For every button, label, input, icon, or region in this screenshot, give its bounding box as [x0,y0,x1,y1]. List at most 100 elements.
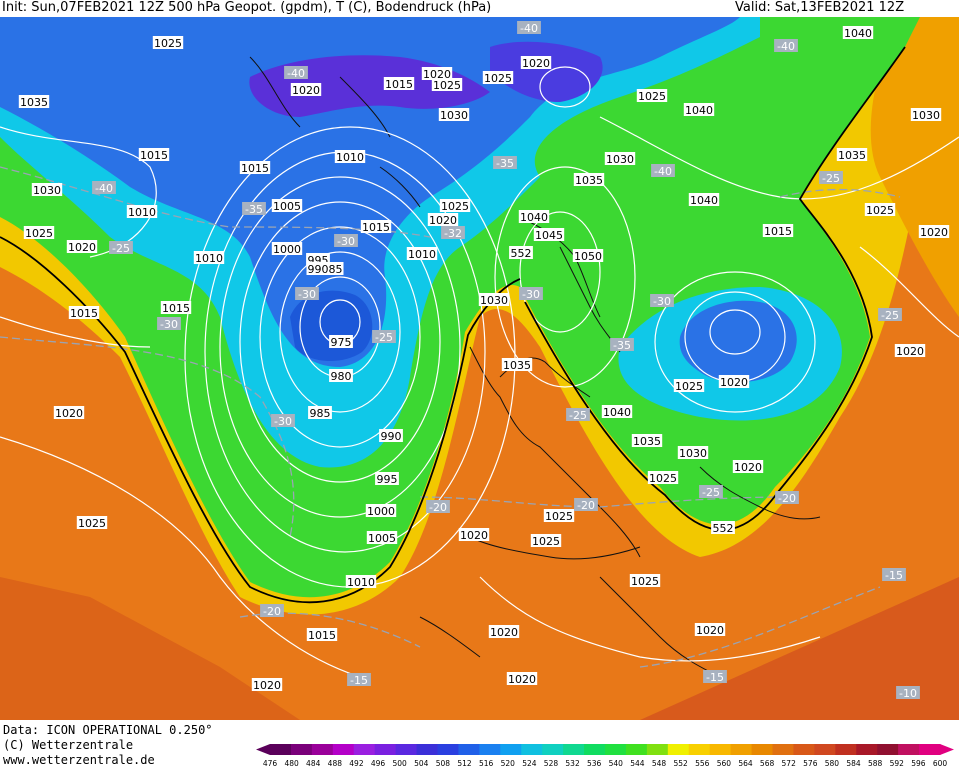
temperature-label: -30 [271,414,295,428]
colorbar-swatch [793,744,815,755]
temperature-label-text: -20 [577,499,595,512]
temperature-label-box [284,66,308,79]
pressure-label: 1035 [631,434,663,448]
temperature-label-text: -15 [885,569,903,582]
colorbar-swatch [563,744,585,755]
pressure-label-box [533,228,565,241]
pressure-label: 1030 [31,183,63,197]
pressure-label-text: 1015 [764,225,792,238]
temperature-label-box [574,498,598,511]
pressure-label-box [365,504,397,517]
temperature-label: -30 [295,287,319,301]
temperature-label: -20 [426,500,450,514]
temperature-label-box [242,202,266,215]
colorbar-swatch [646,744,669,755]
pressure-label: 1005 [366,531,398,545]
pressure-label-text: 975 [331,336,352,349]
temperature-label-box [699,485,723,498]
pressure-label: 1035 [501,358,533,372]
colorbar-tick-label: 500 [393,759,408,768]
temperature-label: -25 [878,308,902,322]
pressure-label: 1040 [518,210,550,224]
temperature-label-text: -40 [777,40,795,53]
pressure-label-box [239,161,271,174]
colorbar-tick-label: 556 [695,759,710,768]
temperature-label-text: -20 [263,605,281,618]
temperature-label-text: -30 [274,415,292,428]
temperature-label-text: -30 [160,318,178,331]
temperature-label-text: -25 [569,409,587,422]
pressure-label-text: 1025 [484,72,512,85]
temperature-label-text: -25 [375,331,393,344]
pressure-label: 985 [308,406,332,420]
colorbar-swatch [814,744,836,755]
pressure-label: 552 [711,521,735,535]
pressure-label: 1020 [694,623,726,637]
website-label: www.wetterzentrale.de [3,753,155,767]
temperature-label-text: -25 [881,309,899,322]
pressure-label-box [458,528,490,541]
pressure-label-text: 1020 [522,57,550,70]
pressure-label-text: 1015 [70,307,98,320]
pressure-label: 1025 [530,534,562,548]
pressure-label-text: 985 [310,407,331,420]
colorbar-swatch [479,744,501,755]
colorbar-swatch [898,744,920,755]
pressure-label: 552 [509,246,533,260]
pressure-label-text: 1010 [336,151,364,164]
pressure-label: 1025 [629,574,661,588]
temperature-label-box [372,330,396,343]
pressure-label-text: 1000 [273,243,301,256]
color-scale-bar: 476 480 484 488 492 496 500 504 508 512 516 520 524 5… [256,744,954,768]
temperature-label-box [295,287,319,300]
pressure-label: 1025 [76,516,108,530]
temperature-label-box [157,317,181,330]
pressure-label: 1025 [673,379,705,393]
pressure-label-box [406,247,438,260]
pressure-label-text: 1025 [631,575,659,588]
pressure-label-text: 1015 [241,162,269,175]
pressure-label: 1040 [842,26,874,40]
temperature-label-text: -35 [245,203,263,216]
colorbar-swatch [835,744,857,755]
pressure-label-text: 1015 [308,629,336,642]
pressure-label: 1015 [160,301,192,315]
pressure-label: 975 [329,335,353,349]
pressure-label: 1015 [68,306,100,320]
pressure-label-box [910,108,942,121]
temperature-label-text: -20 [778,492,796,505]
temperature-label-box [651,164,675,177]
temperature-label-text: -35 [496,157,514,170]
temperature-label-text: -15 [706,671,724,684]
temperature-label-text: -30 [653,295,671,308]
pressure-label: 1045 [533,228,565,242]
pressure-label-text: 1015 [362,221,390,234]
colorbar-swatch [416,744,438,755]
colorbar-tick-label: 584 [846,759,861,768]
pressure-label-text: 552 [511,247,532,260]
pressure-label: 1030 [910,108,942,122]
pressure-label-text: 1015 [385,78,413,91]
pressure-label: 1030 [604,152,636,166]
pressure-label-text: 99085 [308,263,343,276]
temperature-label: -25 [819,171,843,185]
temperature-label-box [347,673,371,686]
pressure-label-box [636,89,668,102]
temperature-label-box [878,308,902,321]
pressure-label: 1040 [688,193,720,207]
pressure-label-box [677,446,709,459]
pressure-label: 1010 [345,575,377,589]
temperature-label: -35 [242,202,266,216]
colorbar-swatch [353,744,376,755]
pressure-label-box [306,262,344,275]
contour-552 [0,46,906,604]
temperature-label-text: -25 [822,172,840,185]
pressure-label-box [573,173,605,186]
temperature-label-text: -40 [520,22,538,35]
colorbar-swatch [270,744,292,755]
pressure-label: 1010 [406,247,438,261]
pressure-label-text: 1020 [734,461,762,474]
colorbar-tick-label: 532 [565,759,580,768]
colorbar-tick-label: 504 [414,759,429,768]
colorbar-tick-label: 600 [933,759,948,768]
